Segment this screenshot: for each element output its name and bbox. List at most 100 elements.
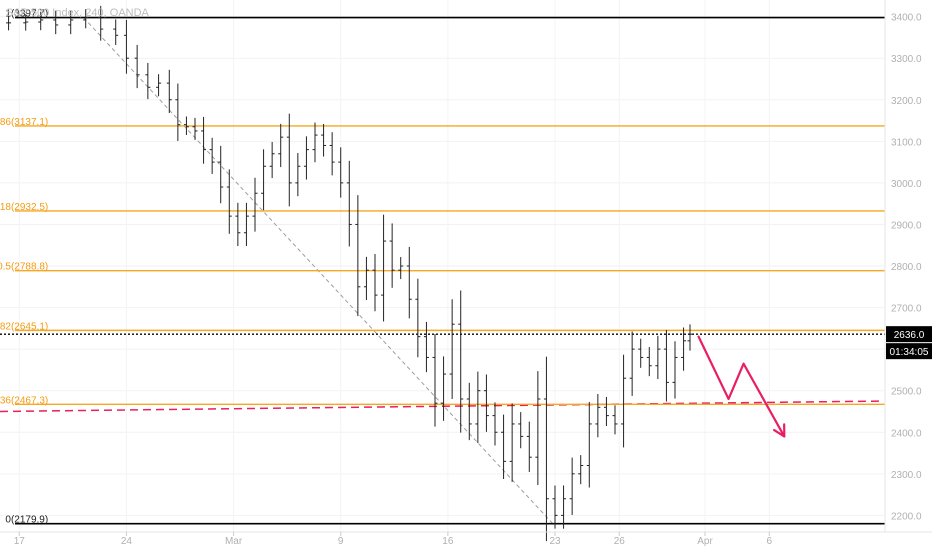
ohlc-bar xyxy=(355,195,361,317)
price-tick-label: 2700.0 xyxy=(891,304,922,315)
ohlc-bar xyxy=(346,160,352,247)
fibonacci-retracement[interactable]: 1(3397.7) 0.786(3137.1) 0.618(2932.5) 0.5(2… xyxy=(0,9,885,526)
ohlc-bar xyxy=(83,9,89,29)
ohlc-bar xyxy=(38,11,44,31)
price-tick-label: 3400.0 xyxy=(891,13,922,24)
ohlc-bar xyxy=(501,414,507,480)
ohlc-bar xyxy=(406,246,412,319)
ohlc-bar xyxy=(218,145,224,204)
bar-countdown-label: 01:34:05 xyxy=(890,347,929,358)
ohlc-bar xyxy=(321,123,327,157)
ohlc-bar xyxy=(569,457,575,515)
ohlc-bar xyxy=(543,356,549,542)
ohlc-bar xyxy=(252,177,258,232)
ohlc-bar xyxy=(123,19,129,74)
price-tick-label: 3100.0 xyxy=(891,137,922,148)
ohlc-bar xyxy=(638,338,644,368)
ohlc-bar xyxy=(612,405,618,435)
time-axis[interactable]: 17 24 Mar 9 16 23 26 Apr 6 xyxy=(14,532,773,547)
ohlc-bar xyxy=(269,141,275,179)
projection-arrowhead xyxy=(773,423,786,438)
price-tick-label: 2300.0 xyxy=(891,470,922,481)
fib-level-label: 0(2179.9) xyxy=(5,515,48,526)
price-tick-label: 3200.0 xyxy=(891,96,922,107)
ohlc-bar xyxy=(483,374,489,432)
ohlc-bar xyxy=(415,278,421,358)
ohlc-bar xyxy=(286,113,292,207)
price-tick-label: 2800.0 xyxy=(891,262,922,273)
ohlc-bar xyxy=(458,290,464,433)
ohlc-bar xyxy=(663,330,669,402)
ohlc-bar xyxy=(578,455,584,485)
ohlc-bar xyxy=(398,257,404,280)
fib-level-label: 0.618(2932.5) xyxy=(0,202,48,213)
price-tick-label: 2400.0 xyxy=(891,428,922,439)
fib-level-label: 1(3397.7) xyxy=(5,9,48,20)
time-tick-label: Mar xyxy=(225,536,243,547)
ohlc-bar xyxy=(655,335,661,380)
ohlc-bar xyxy=(621,354,627,448)
price-badges: 2636.0 01:34:05 xyxy=(886,326,932,360)
ohlc-bar xyxy=(329,132,335,176)
ohlc-bar xyxy=(226,169,232,234)
ohlc-bar xyxy=(6,15,12,31)
ohlc-bar xyxy=(23,14,29,31)
ohlc-bar xyxy=(183,116,189,135)
price-tick-label: 2200.0 xyxy=(891,511,922,522)
ohlc-bar xyxy=(552,485,558,529)
ohlc-bar xyxy=(629,331,635,396)
ohlc-bar xyxy=(156,74,162,97)
ohlc-bar xyxy=(295,152,301,197)
ohlc-bar xyxy=(441,356,447,421)
ohlc-bar xyxy=(243,202,249,247)
bar-countdown-badge xyxy=(886,343,932,360)
ohlc-bar xyxy=(68,10,74,35)
ohlc-bar xyxy=(113,19,119,45)
ohlc-bar xyxy=(389,223,395,288)
ohlc-bar xyxy=(175,83,181,141)
price-tick-label: 2500.0 xyxy=(891,387,922,398)
pink-trend-line[interactable] xyxy=(0,400,881,413)
current-price-label: 2636.0 xyxy=(894,330,925,341)
ohlc-bar xyxy=(603,396,609,427)
ohlc-bar xyxy=(509,403,515,482)
ohlc-bar xyxy=(466,382,472,441)
ohlc-bar xyxy=(303,136,309,180)
chart-title: S&P 500 Index, 240, OANDA xyxy=(6,7,150,19)
time-tick-label: 23 xyxy=(549,536,561,547)
projection-path[interactable] xyxy=(697,335,786,438)
fib-level-label: 0.236(2467.3) xyxy=(0,395,48,406)
ohlc-bar xyxy=(535,371,541,486)
ohlc-bar xyxy=(98,5,104,41)
ohlc-bar xyxy=(518,412,524,449)
time-tick-label: 16 xyxy=(442,536,454,547)
time-tick-label: 26 xyxy=(614,536,626,547)
ohlc-bar xyxy=(312,122,318,163)
ohlc-bar xyxy=(372,253,378,312)
current-price-badge xyxy=(886,326,932,343)
ohlc-bar xyxy=(687,324,693,351)
ohlc-bar xyxy=(192,117,198,140)
price-tick-label: 2900.0 xyxy=(891,220,922,231)
fib-level-label: 0.5(2788.8) xyxy=(0,262,48,273)
ohlc-bar xyxy=(561,485,567,529)
ohlc-bar xyxy=(134,44,140,89)
projection-arrow[interactable] xyxy=(697,335,786,438)
ohlc-bar xyxy=(278,123,284,168)
fib-level-label: 0.786(3137.1) xyxy=(0,117,48,128)
price-axis[interactable]: 2200.02300.02400.02500.02600.02700.02800… xyxy=(891,13,922,523)
ohlc-bar xyxy=(166,69,172,114)
ohlc-bar xyxy=(492,402,498,446)
time-tick-label: 9 xyxy=(338,536,344,547)
ohlc-bar xyxy=(338,147,344,198)
time-tick-label: 24 xyxy=(121,536,133,547)
grid-lines xyxy=(0,0,885,532)
price-tick-label: 3300.0 xyxy=(891,54,922,65)
ohlc-bar xyxy=(449,299,455,399)
ohlc-bar xyxy=(145,62,151,100)
ohlc-bar xyxy=(475,371,481,444)
ohlc-bar xyxy=(432,333,438,427)
ohlc-bar xyxy=(381,214,387,322)
chart-plot-area[interactable]: 1(3397.7) 0.786(3137.1) 0.618(2932.5) 0.5(2… xyxy=(0,0,885,542)
